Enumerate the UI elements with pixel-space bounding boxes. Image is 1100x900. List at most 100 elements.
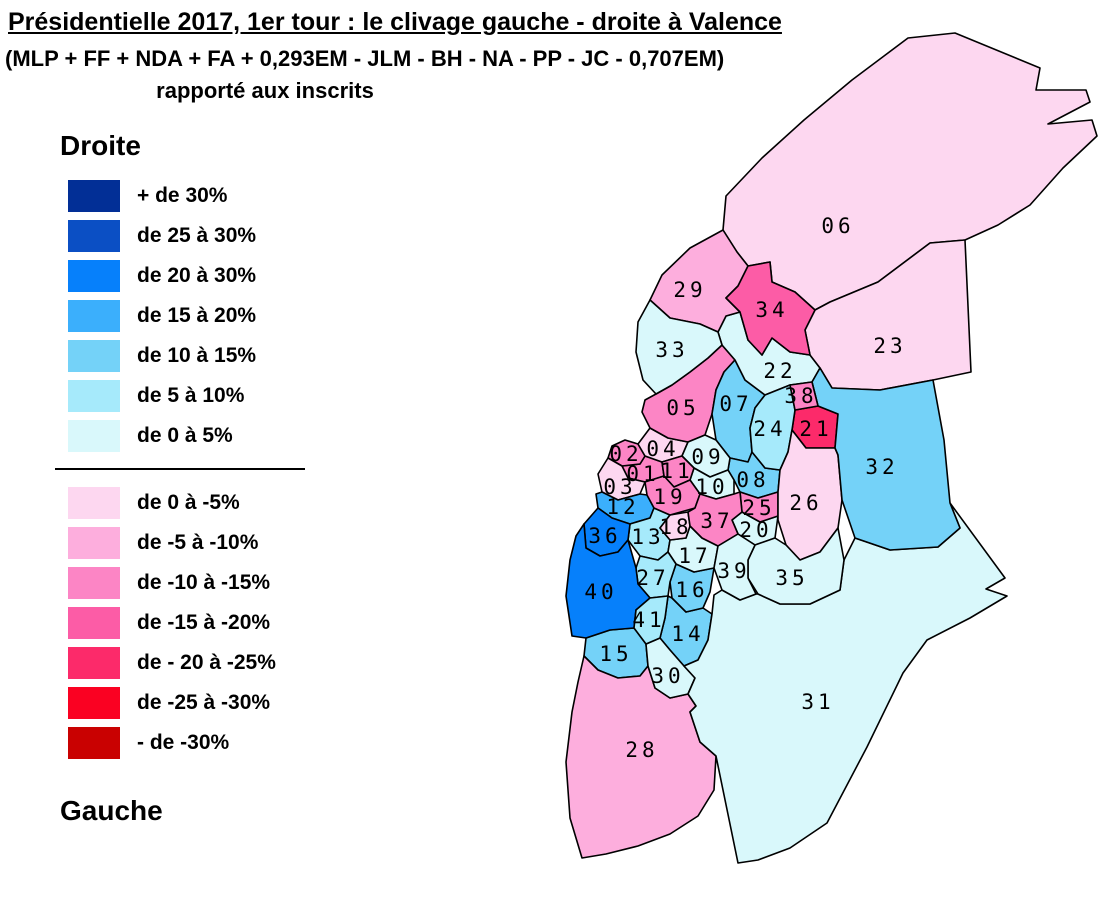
district-13-label: 13 [631,525,664,549]
legend-class-label: + de 30% [137,184,228,207]
district-02-label: 02 [609,442,642,466]
district-03-label: 03 [603,475,636,499]
district-27-label: 27 [636,566,669,590]
district-34-label: 34 [755,298,788,322]
district-19-label: 19 [653,485,686,509]
legend-class-label: de 20 à 30% [137,264,257,287]
legend-item-left-4: de - 20 à -25% [68,647,276,679]
legend-swatch [68,727,120,759]
district-20-label: 20 [739,518,772,542]
legend-item-right-3: de 15 à 20% [68,300,256,332]
district-05-label: 05 [666,396,699,420]
district-33-label: 33 [655,338,688,362]
legend-class-label: de 0 à -5% [137,491,240,514]
district-23-label: 23 [873,334,906,358]
district-32-shape [811,367,961,551]
district-41-label: 41 [632,608,665,632]
legend-right-classes: + de 30% de 25 à 30% de 20 à 30% de 15 à 20… [68,180,256,460]
legend-item-right-0: + de 30% [68,180,256,212]
district-15-label: 15 [599,642,632,666]
legend-class-label: de 0 à 5% [137,424,233,447]
district-09-label: 09 [691,445,724,469]
district-04-label: 04 [646,437,679,461]
legend-swatch [68,380,120,412]
district-39-label: 39 [717,559,750,583]
district-12-label: 12 [606,495,639,519]
district-30-label: 30 [651,664,684,688]
district-24-label: 24 [753,417,786,441]
district-06-label: 06 [821,214,854,238]
district-37-shape [687,491,743,547]
legend-class-label: - de -30% [137,731,230,754]
legend-swatch [68,260,120,292]
district-08-label: 08 [736,468,769,492]
district-38-label: 38 [784,384,817,408]
legend-item-left-5: de -25 à -30% [68,687,276,719]
legend-class-label: de -5 à -10% [137,531,259,554]
legend-class-label: de 5 à 10% [137,384,245,407]
district-18-label: 18 [659,515,692,539]
district-39-shape [713,533,757,601]
legend-heading-droite: Droite [60,130,141,161]
legend-heading-gauche: Gauche [60,795,163,826]
denominator-subtitle: rapporté aux inscrits [156,78,374,103]
district-11-label: 11 [660,459,693,483]
district-33-shape [635,299,723,395]
district-31-label: 31 [801,690,834,714]
legend-swatch [68,687,120,719]
district-17-label: 17 [678,544,711,568]
district-36-label: 36 [588,524,621,548]
legend-class-label: de 15 à 20% [137,304,257,327]
legend-item-left-3: de -15 à -20% [68,607,276,639]
district-38-shape [789,381,819,411]
district-40-label: 40 [584,580,617,604]
formula-subtitle: (MLP + FF + NDA + FA + 0,293EM - JLM - B… [5,46,725,71]
legend-item-left-2: de -10 à -15% [68,567,276,599]
legend-class-label: de -10 à -15% [137,571,271,594]
district-07-label: 07 [719,392,752,416]
legend-swatch [68,340,120,372]
legend-swatch [68,180,120,212]
district-35-label: 35 [775,566,808,590]
district-10-label: 10 [695,475,728,499]
legend-class-label: de -25 à -30% [137,691,271,714]
district-41-shape [633,595,669,645]
legend-item-right-5: de 5 à 10% [68,380,256,412]
legend-swatch [68,527,120,559]
legend-item-right-4: de 10 à 15% [68,340,256,372]
district-25-label: 25 [742,496,775,520]
legend-separator [55,468,305,470]
district-37-label: 37 [700,509,733,533]
legend-item-left-6: - de -30% [68,727,276,759]
district-14-label: 14 [671,622,704,646]
legend-swatch [68,220,120,252]
legend-class-label: de -15 à -20% [137,611,271,634]
district-34-shape [725,261,816,356]
district-01-label: 01 [626,462,659,486]
legend-class-label: de - 20 à -25% [137,651,276,674]
legend-class-label: de 25 à 30% [137,224,257,247]
page-title: Présidentielle 2017, 1er tour : le cliva… [8,8,782,36]
legend-item-left-1: de -5 à -10% [68,527,276,559]
legend-swatch [68,420,120,452]
legend-left-classes: de 0 à -5% de -5 à -10% de -10 à -15% de -1… [68,487,276,767]
legend-item-right-2: de 20 à 30% [68,260,256,292]
legend-swatch [68,567,120,599]
legend-class-label: de 10 à 15% [137,344,257,367]
district-29-label: 29 [673,278,706,302]
legend-swatch [68,487,120,519]
legend-swatch [68,607,120,639]
district-32-label: 32 [865,455,898,479]
district-22-label: 22 [763,359,796,383]
district-26-label: 26 [789,491,822,515]
legend-item-right-6: de 0 à 5% [68,420,256,452]
legend-swatch [68,300,120,332]
legend-item-left-0: de 0 à -5% [68,487,276,519]
district-16-label: 16 [675,578,708,602]
district-28-label: 28 [625,738,658,762]
district-21-label: 21 [799,417,832,441]
legend-swatch [68,647,120,679]
legend-item-right-1: de 25 à 30% [68,220,256,252]
